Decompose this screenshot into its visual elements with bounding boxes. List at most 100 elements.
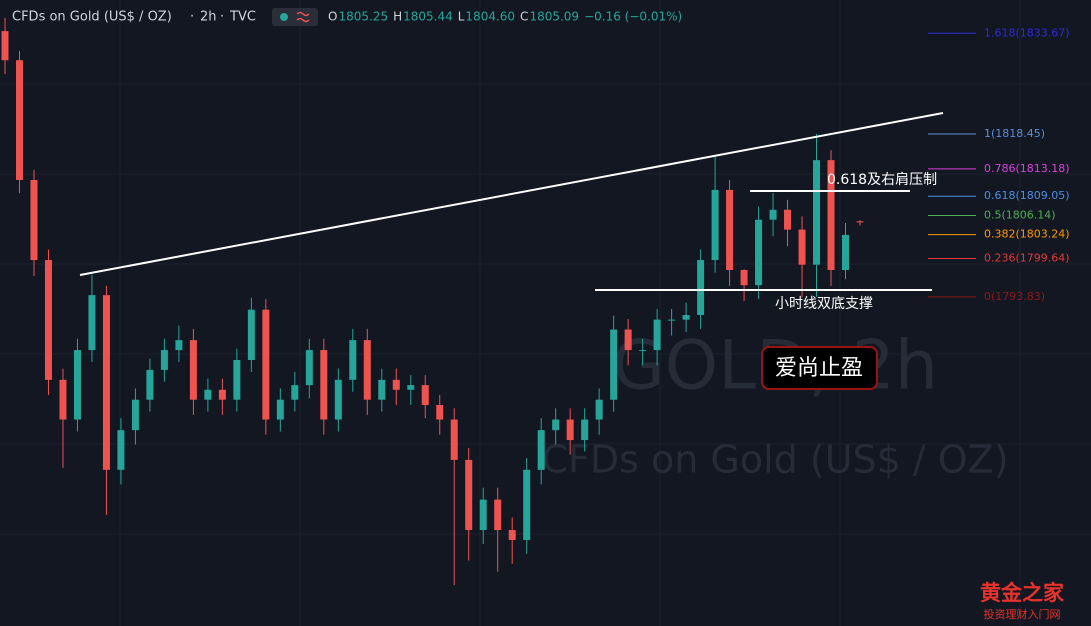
candle-body xyxy=(856,221,864,223)
candle-body xyxy=(523,469,531,540)
candle-body xyxy=(59,379,67,420)
candle-body xyxy=(842,234,850,270)
interval: 2h xyxy=(200,10,217,25)
source: TVC xyxy=(229,10,256,25)
candle-body xyxy=(566,419,574,441)
fib-label: 1.618(1833.67) xyxy=(984,26,1070,39)
symbol-title: CFDs on Gold (US$ / OZ) xyxy=(12,10,172,25)
candle-body xyxy=(581,419,589,441)
candle-body xyxy=(88,295,96,351)
candle-body xyxy=(421,385,429,405)
quote-value: 1805.25 xyxy=(338,10,388,24)
candle-body xyxy=(639,350,647,352)
candle-body xyxy=(494,499,502,531)
candle-body xyxy=(682,314,690,320)
fib-label: 0.382(1803.24) xyxy=(984,228,1070,241)
candle-body xyxy=(755,219,763,286)
quote-value: 1805.44 xyxy=(403,10,453,24)
candle-body xyxy=(44,260,52,380)
candle-body xyxy=(711,189,719,261)
candle-body xyxy=(827,160,835,270)
fib-label: 0.5(1806.14) xyxy=(984,208,1056,221)
candle-body xyxy=(247,309,255,360)
quote-label: H xyxy=(393,10,402,24)
candle-body xyxy=(668,319,676,321)
candle-body xyxy=(160,350,168,370)
status-badge[interactable] xyxy=(272,8,318,26)
annotation: 小时线双底支撑 xyxy=(775,296,873,312)
fib-label: 0.618(1809.05) xyxy=(984,189,1070,202)
candle-body xyxy=(798,229,806,265)
candle-body xyxy=(175,340,183,351)
logo-title: 黄金之家 xyxy=(980,581,1065,605)
candle-body xyxy=(378,379,386,400)
candle-body xyxy=(552,419,560,431)
candle-body xyxy=(595,399,603,420)
quote-label: L xyxy=(458,10,465,24)
candle-body xyxy=(276,399,284,420)
candle-body xyxy=(320,350,328,420)
fib-label: 0.236(1799.64) xyxy=(984,251,1070,264)
trend-line xyxy=(79,112,944,276)
candle-body xyxy=(653,319,661,351)
candle-body xyxy=(769,209,777,220)
quote-change: −0.16 (−0.01%) xyxy=(584,10,682,24)
candle-body xyxy=(450,419,458,460)
candle-body xyxy=(233,359,241,400)
candle-body xyxy=(436,404,444,420)
candle-body xyxy=(697,260,705,315)
candle-body xyxy=(740,269,748,286)
fib-label: 0.786(1813.18) xyxy=(984,162,1070,175)
fib-levels: 1.618(1833.67) 1(1818.45) 0.786(1813.18) 0.… xyxy=(928,26,1070,303)
candle-body xyxy=(610,329,618,400)
status-dot xyxy=(280,13,288,21)
watermark-title: CFDs on Gold (US$ / OZ) xyxy=(541,438,1008,482)
candle-body xyxy=(479,499,487,531)
candle-body xyxy=(131,399,139,431)
candle-body xyxy=(1,31,9,61)
candle-body xyxy=(189,340,197,400)
quote: O 1805.25 H 1805.44 L 1804.60 C 1805.09 −0.16 (−… xyxy=(328,10,682,24)
candle-body xyxy=(813,160,821,265)
candle-body xyxy=(465,459,473,531)
quote-value: 1805.09 xyxy=(529,10,579,24)
candle-body xyxy=(407,385,415,390)
candle-body xyxy=(73,350,81,420)
fib-label: 0(1793.83) xyxy=(984,290,1045,303)
candle-body xyxy=(262,309,270,420)
quote-label: O xyxy=(328,10,337,24)
candle-body xyxy=(218,389,226,400)
candle-body xyxy=(726,189,734,270)
quote-value: 1804.60 xyxy=(465,10,515,24)
candle-body xyxy=(15,60,23,180)
separator: · xyxy=(190,10,194,25)
fib-label: 1(1818.45) xyxy=(984,127,1045,140)
candle-body xyxy=(624,329,632,351)
logo-subtitle: 投资理财入门网 xyxy=(984,607,1061,621)
status-icon xyxy=(296,11,310,23)
candle-body xyxy=(349,340,357,380)
candle-body xyxy=(784,209,792,230)
candle-body xyxy=(146,369,154,400)
quote-label: C xyxy=(520,10,528,24)
candle-body xyxy=(334,379,342,420)
candle-body xyxy=(305,350,313,386)
candle-body xyxy=(204,389,212,400)
candle-body xyxy=(537,430,545,470)
annotation-box xyxy=(761,346,878,390)
candle-body xyxy=(392,379,400,390)
annotation: 0.618及右肩压制 xyxy=(827,172,937,188)
candle-body xyxy=(508,530,516,540)
separator: · xyxy=(220,10,224,25)
candle-body xyxy=(117,430,125,470)
candle-body xyxy=(291,385,299,400)
annotation: 爱尚止盈 xyxy=(775,356,863,381)
candle-body xyxy=(30,179,38,261)
header: CFDs on Gold (US$ / OZ) · 2h · TVC O 1805… xyxy=(12,8,682,26)
candle-body xyxy=(102,295,110,470)
candle-body xyxy=(363,340,371,400)
candles xyxy=(1,17,864,585)
